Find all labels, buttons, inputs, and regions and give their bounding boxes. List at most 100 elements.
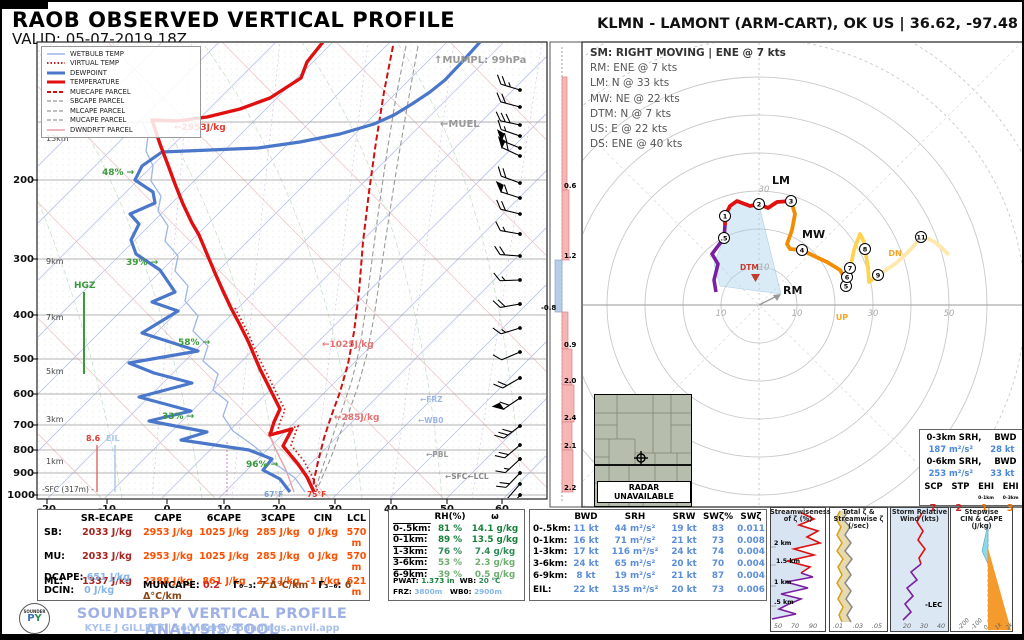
panel3-title: Storm Relative Wind (kts) bbox=[891, 508, 948, 524]
up-label: UP bbox=[836, 313, 848, 322]
ehi3-label: EHI 0-3km bbox=[1002, 481, 1019, 501]
marker-label: 3 bbox=[789, 198, 794, 206]
ds-line: DS: ENE @ 40 kts bbox=[590, 138, 683, 151]
adv-value: 2.0 bbox=[564, 377, 577, 385]
moisture-row: 6-9km: 39 % 0.5 g/kg bbox=[393, 569, 516, 580]
legend-item: MLCAPE PARCEL bbox=[46, 106, 196, 116]
muecape-parcel-line bbox=[312, 45, 394, 493]
col-3cape: 3CAPE bbox=[260, 513, 296, 524]
cold-advection-bar bbox=[554, 259, 563, 313]
kin-row: 6-9km: 8 kt 19 m²/s² 21 kt 87 0.004 bbox=[533, 570, 765, 581]
p3-tick: 40 bbox=[937, 622, 945, 630]
srh-0-3-value: 187 m²/s² bbox=[928, 444, 974, 454]
col-sr-ecape: SR-ECAPE bbox=[80, 513, 134, 524]
adv-value: 2.2 bbox=[564, 484, 577, 492]
p-tick: 700 bbox=[13, 420, 34, 431]
srh-0-3-label: 0-3km SRH, bbox=[926, 432, 982, 442]
lm-line: LM: N @ 33 kts bbox=[590, 77, 670, 90]
ring-label: 10 bbox=[716, 309, 727, 319]
col-swzeta: SWζ bbox=[740, 512, 762, 522]
wind-barbs bbox=[491, 74, 522, 498]
h-label: 7km bbox=[46, 313, 64, 322]
dwndrft-parcel-line bbox=[267, 431, 295, 493]
rh-96: 96% → bbox=[246, 460, 279, 470]
marker-label: 4 bbox=[800, 247, 805, 255]
frz-row: FRZ: 3800m WB0: 2900m bbox=[393, 587, 502, 596]
legend-item: DWNDRFT PARCEL bbox=[46, 125, 196, 135]
mumpl-label: ↑MUMPL: 99hPa bbox=[434, 55, 526, 66]
p-tick: 400 bbox=[13, 310, 34, 321]
legend-item: MUCAPE PARCEL bbox=[46, 116, 196, 126]
h-label: 9km bbox=[46, 257, 64, 266]
h-label: 5km bbox=[46, 367, 64, 376]
muncape-lapse-row: MUNCAPE: 0.2 Γ₀₋₃: 7 Δ°C/km Γ₃₋₆: 6 Δ°C/… bbox=[143, 580, 352, 602]
legend-item: TEMPERATURE bbox=[46, 78, 196, 88]
kin-row-eil: EIL: 22 kt 135 m²/s² 20 kt 73 0.006 bbox=[533, 584, 765, 595]
legend-label: SBCAPE PARCEL bbox=[70, 97, 125, 106]
rm-arrowhead bbox=[773, 294, 781, 301]
col-srh: SRH bbox=[624, 512, 646, 522]
h-label: 1km bbox=[46, 457, 64, 466]
p3-tick: 20 bbox=[903, 622, 911, 630]
srh-0-6-value: 253 m²/s² bbox=[928, 468, 974, 478]
kinematics-table: BWD SRH SRW SWζ% SWζ 0-.5km: 11 kt 44 m²/s… bbox=[529, 509, 767, 601]
legend-item: DEWPOINT bbox=[46, 68, 196, 78]
moist-adiabat-lines bbox=[38, 43, 523, 498]
rh-58: 58% → bbox=[178, 338, 211, 348]
kin-row: 1-3km: 17 kt 116 m²/s² 24 kt 74 0.004 bbox=[533, 547, 765, 558]
marker-label: 9 bbox=[876, 272, 881, 280]
srh-0-6-label: 0-6km SRH, bbox=[926, 456, 982, 466]
adv-value: -0.8 bbox=[541, 304, 556, 312]
thermo-header-row: SR-ECAPE CAPE 6CAPE 3CAPE CIN LCL bbox=[38, 510, 369, 524]
srh-summary-box: 0-3km SRH, BWD 187 m²/s² 28 kt 0-6km SRH, B… bbox=[919, 429, 1022, 514]
dcape-row: DCAPE: 651 J/kg bbox=[44, 572, 131, 583]
mw-line: MW: NE @ 22 kts bbox=[590, 92, 680, 105]
corner-bar bbox=[2, 2, 48, 9]
p1-ylabel: 2 km bbox=[774, 540, 792, 547]
dtm-line: DTM: N @ 7 kts bbox=[590, 107, 672, 120]
bwd-0-6-label: BWD bbox=[994, 456, 1017, 466]
p2-tick: .03 bbox=[853, 622, 863, 630]
p1-ylabel: 1.5 km bbox=[776, 558, 801, 565]
pressure-axis: 200 300 400 500 600 700 800 900 1000 bbox=[7, 175, 38, 501]
sfc-temp-label: 75°F bbox=[307, 490, 326, 499]
isobar-lines bbox=[38, 121, 546, 496]
frz-label: ←FRZ bbox=[420, 395, 443, 404]
marker-label: 11 bbox=[916, 234, 926, 242]
col-rh: RH(%) bbox=[434, 512, 466, 522]
mini-panel-srw: -LEC 20 30 40 bbox=[891, 508, 948, 631]
kin-header-row: BWD SRH SRW SWζ% SWζ bbox=[530, 510, 766, 522]
p4-tick: 2k bbox=[1004, 621, 1014, 631]
rh-39: 39% → bbox=[126, 258, 159, 268]
marker-label: 6 bbox=[845, 274, 850, 282]
p1-ylabel: .5 km bbox=[774, 599, 794, 606]
mini-panel-stepwise: -200 -100 0 1k 2k bbox=[956, 514, 1015, 632]
p1-ylabel: 1 km bbox=[774, 579, 792, 586]
radar-map bbox=[595, 395, 691, 506]
p-tick: 200 bbox=[13, 175, 34, 186]
col-cape: CAPE bbox=[154, 513, 182, 524]
ehi1-value: 1 bbox=[981, 503, 988, 514]
adv-value: 0.9 bbox=[564, 341, 577, 349]
moisture-row: 3-6km: 53 % 2.3 g/kg bbox=[393, 558, 516, 569]
col-6cape: 6CAPE bbox=[206, 513, 242, 524]
adv-value: 1.2 bbox=[564, 252, 577, 260]
thermo-row-sb: SB: 2033 J/kg 2953 J/kg 1025 J/kg 285 J/kg… bbox=[44, 526, 367, 549]
col-lcl: LCL bbox=[346, 513, 367, 524]
mw-label: MW bbox=[802, 228, 825, 241]
sfc-lcl-label: ←SFC←LCL bbox=[445, 472, 489, 481]
col-srw: SRW bbox=[672, 512, 696, 522]
legend-label: MUCAPE PARCEL bbox=[70, 116, 127, 125]
height-axis: 13km 9km 7km 5km 3km 1km -SFC (317m) - bbox=[42, 134, 94, 494]
p4-tick: 0 bbox=[982, 624, 990, 632]
hgz-label: HGZ bbox=[74, 281, 96, 291]
sounderpy-logo: SOUNDER PY bbox=[19, 603, 50, 634]
rm-label: RM bbox=[783, 284, 802, 297]
ring-label: 10 bbox=[792, 309, 803, 319]
legend-label: WETBULB TEMP bbox=[70, 49, 124, 58]
p-tick: 800 bbox=[13, 445, 34, 456]
moisture-row: 0-.5km: 81 % 14.1 g/kg bbox=[393, 523, 519, 534]
thermo-row-mu: MU: 2033 J/kg 2953 J/kg 1025 J/kg 285 J/kg… bbox=[44, 551, 367, 573]
bottom-bar bbox=[2, 634, 1022, 638]
moisture-row: 1-3km: 76 % 7.4 g/kg bbox=[393, 546, 516, 557]
